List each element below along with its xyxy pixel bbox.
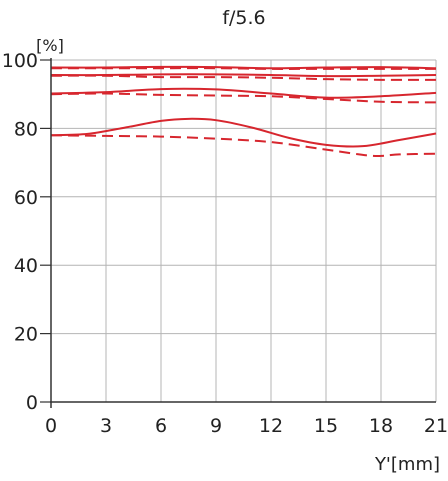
series-line-6-dashed [50,92,437,104]
y-tick-label: 20 [14,324,38,346]
x-tick-label: 0 [45,415,57,437]
x-tick-label: 21 [424,415,448,437]
x-tick-label: 12 [259,415,283,437]
chart-title: f/5.6 [222,7,265,29]
x-axis-label: Y'[mm] [374,454,440,475]
y-tick-label: 40 [14,255,38,277]
series-line-4-dashed [50,74,437,81]
x-tick-label: 18 [369,415,393,437]
x-tick-label: 9 [210,415,222,437]
axes [50,58,436,408]
tick-labels: 0 3 6 9 12 15 18 21 0 20 40 60 80 100 [2,50,448,437]
series-line-5-solid [50,87,437,99]
series-line-2-dashed [51,67,436,70]
grid-lines [51,59,437,402]
y-tick-label: 100 [2,50,38,72]
series-lines [50,65,437,157]
series-line-7-solid [50,117,437,148]
x-tick-label: 3 [100,415,112,437]
y-axis-label: [%] [36,36,64,55]
x-tick-label: 6 [155,415,167,437]
series-line-8-dashed [50,134,437,157]
y-tick-label: 80 [14,118,38,140]
y-tick-label: 0 [26,392,38,414]
x-tick-label: 15 [314,415,338,437]
y-tick-label: 60 [14,187,38,209]
